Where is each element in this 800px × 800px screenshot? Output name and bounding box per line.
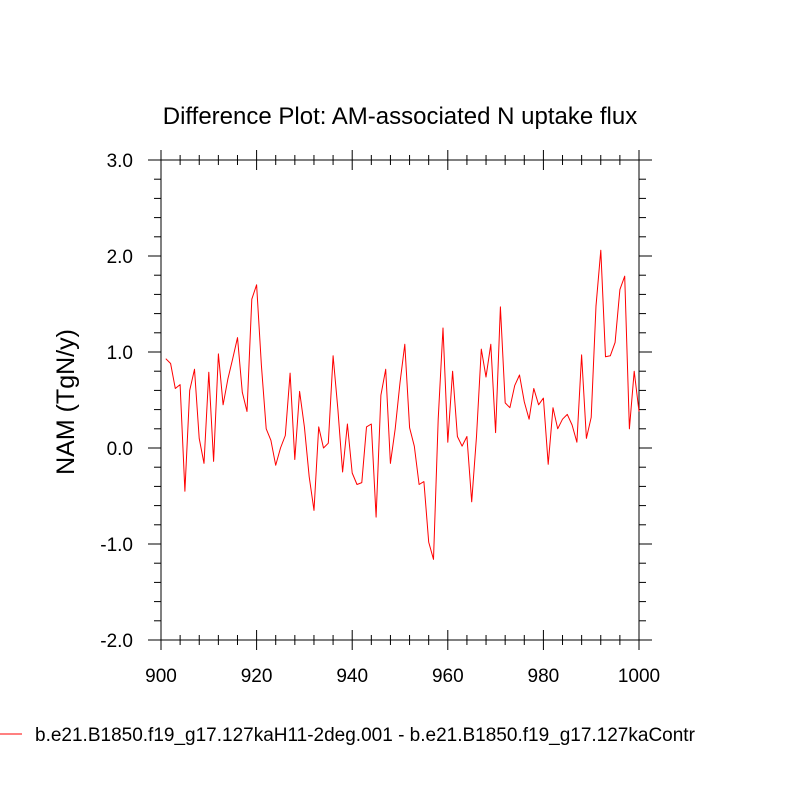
y-tick-label: 3.0 [107,151,133,172]
y-tick-label: 1.0 [107,343,133,364]
x-tick-label: 920 [241,666,273,687]
axes: 900 920 940 960 980 1000 -2.0 -1.0 0.0 1.0 2.0 3.0 [100,150,660,687]
x-tick-label: 980 [528,666,560,687]
x-tick-label: 960 [432,666,464,687]
series-line-0 [165,249,640,560]
y-axis-label: NAM (TgN/y) [52,329,80,475]
y-tick-label: -1.0 [100,535,133,556]
legend: b.e21.B1850.f19_g17.127kaH11-2deg.001 - … [0,725,696,746]
y-tick-label: -2.0 [100,631,133,652]
x-tick-label: 1000 [618,666,660,687]
legend-label: b.e21.B1850.f19_g17.127kaH11-2deg.001 - … [35,725,696,746]
y-tick-label: 0.0 [107,439,133,460]
x-tick-label: 900 [145,666,177,687]
plot-frame [160,159,640,641]
series-layer [165,249,640,560]
chart-title: Difference Plot: AM-associated N uptake … [163,103,637,130]
x-tick-label: 940 [336,666,368,687]
y-tick-label: 2.0 [107,247,133,268]
